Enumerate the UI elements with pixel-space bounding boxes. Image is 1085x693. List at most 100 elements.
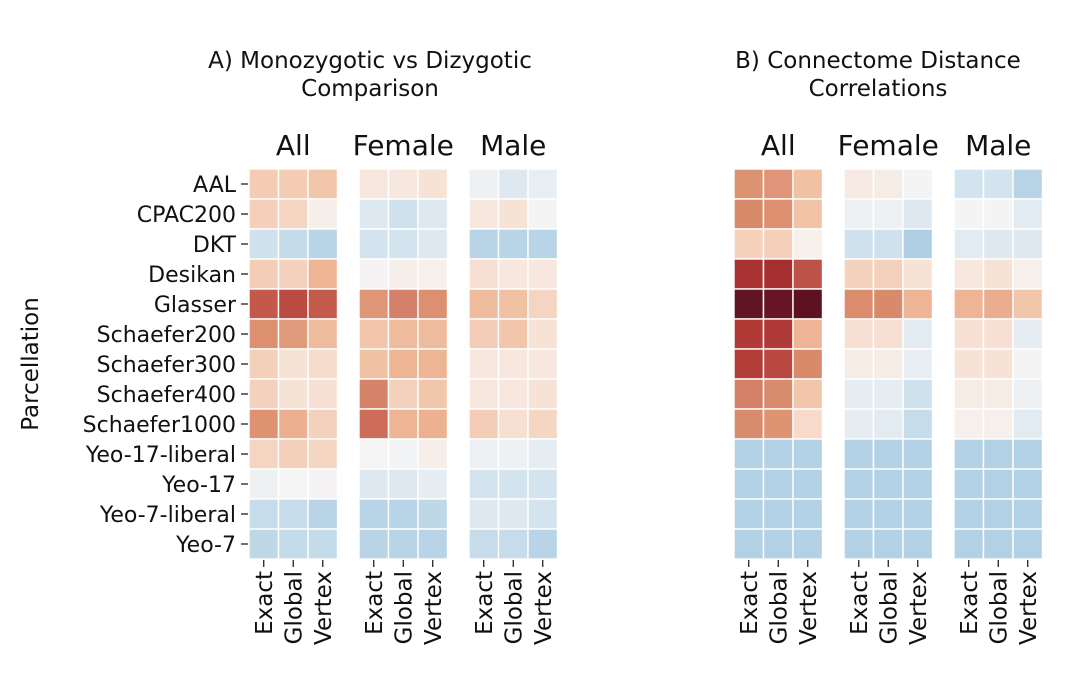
heatmap-cell — [733, 438, 765, 470]
heatmap-cell — [527, 228, 559, 260]
heatmap-cell — [417, 258, 449, 290]
heatmap-cell — [792, 228, 824, 260]
heatmap-cell — [468, 168, 500, 200]
heatmap-cell — [902, 408, 934, 440]
heatmap-cell — [762, 198, 794, 230]
heatmap-cell — [358, 468, 390, 500]
heatmap-cell — [982, 438, 1014, 470]
heatmap-cell — [527, 348, 559, 380]
panel-b-heatmaps: B) Connectome Distance Correlations All Exa… — [733, 48, 1044, 645]
x-tick-label-global: Global — [501, 571, 527, 644]
heatmap-cell — [248, 258, 280, 290]
heatmap-cell — [387, 288, 419, 320]
heatmap-cell — [792, 168, 824, 200]
heatmap-cell — [792, 318, 824, 350]
y-tick-label-yeo-17: Yeo-17 — [161, 473, 236, 498]
group-label-female: Female — [353, 129, 454, 162]
heatmap-cell — [953, 408, 985, 440]
heatmap-cell — [1012, 288, 1044, 320]
group-label-male: Male — [480, 129, 546, 162]
heatmap-cell — [762, 408, 794, 440]
heatmap-cell — [792, 258, 824, 290]
heatmap-cell — [733, 288, 765, 320]
chart-title-line: Comparison — [301, 76, 439, 102]
y-tick-label-cpac200: CPAC200 — [137, 203, 236, 228]
heatmap-cell — [358, 378, 390, 410]
heatmap-cell — [872, 198, 904, 230]
heatmap-cell — [387, 198, 419, 230]
x-tick-label-vertex: Vertex — [796, 571, 822, 645]
y-tick-label-yeo-7: Yeo-7 — [175, 533, 236, 558]
group-label-male: Male — [965, 129, 1031, 162]
heatmap-cell — [762, 378, 794, 410]
heatmap-cell — [982, 228, 1014, 260]
x-tick-label-exact: Exact — [362, 571, 388, 635]
heatmap-cell — [953, 378, 985, 410]
x-tick-label-global: Global — [876, 571, 902, 644]
panel-a-heatmaps: A) Monozygotic vs Dizygotic Comparison All… — [18, 48, 559, 645]
heatmap-cell — [733, 258, 765, 290]
group-label-female: Female — [838, 129, 939, 162]
heatmap-cell — [358, 228, 390, 260]
heatmap-cell — [497, 408, 529, 440]
heatmap-cell — [307, 168, 339, 200]
heatmap-cell — [1012, 498, 1044, 530]
heatmap-cell — [358, 528, 390, 560]
heatmap-cell — [497, 348, 529, 380]
heatmap-cell — [843, 288, 875, 320]
heatmap-cell — [982, 468, 1014, 500]
heatmap-cell — [468, 318, 500, 350]
heatmap-cell — [792, 438, 824, 470]
heatmap-cell — [277, 498, 309, 530]
heatmap-cell — [248, 288, 280, 320]
heatmap-cell — [277, 348, 309, 380]
heatmap-cell — [248, 498, 280, 530]
heatmap-cell — [307, 468, 339, 500]
heatmap-cell — [843, 378, 875, 410]
heatmap-cell — [248, 528, 280, 560]
heatmap-cell — [497, 378, 529, 410]
heatmap-cell — [248, 348, 280, 380]
y-tick-label-schaefer300: Schaefer300 — [97, 353, 236, 378]
heatmap-cell — [1012, 378, 1044, 410]
x-tick-label-global: Global — [281, 571, 307, 644]
heatmap-cell — [843, 408, 875, 440]
heatmap-cell — [468, 378, 500, 410]
heatmap-cell — [468, 228, 500, 260]
heatmap-cell — [497, 468, 529, 500]
heatmap-cell — [527, 468, 559, 500]
heatmap-cell — [792, 528, 824, 560]
heatmap-cell — [248, 468, 280, 500]
heatmap-cell — [843, 168, 875, 200]
heatmap-cell — [248, 168, 280, 200]
chart-title-line: B) Connectome Distance — [735, 48, 1021, 74]
heatmap-cell — [527, 318, 559, 350]
x-tick-label-vertex: Vertex — [531, 571, 557, 645]
heatmap-cell — [762, 528, 794, 560]
x-tick-label-vertex: Vertex — [906, 571, 932, 645]
heatmap-cell — [468, 258, 500, 290]
heatmap-cell — [953, 498, 985, 530]
heatmap-cell — [277, 288, 309, 320]
y-tick-label-schaefer400: Schaefer400 — [97, 383, 236, 408]
heatmap-cell — [733, 498, 765, 530]
heatmap-cell — [307, 288, 339, 320]
chart-title: B) Connectome Distance Correlations — [735, 48, 1021, 102]
heatmap-cell — [843, 258, 875, 290]
heatmap-cell — [307, 228, 339, 260]
heatmap-cell — [387, 438, 419, 470]
heatmap-cell — [1012, 348, 1044, 380]
heatmap-cell — [248, 318, 280, 350]
heatmap-cell — [527, 198, 559, 230]
heatmap-cell — [497, 438, 529, 470]
heatmap-cell — [527, 288, 559, 320]
heatmap-cell — [497, 288, 529, 320]
heatmap-cell — [872, 228, 904, 260]
y-tick-label-desikan: Desikan — [148, 263, 236, 288]
heatmap-cell — [277, 438, 309, 470]
heatmap-cell — [358, 288, 390, 320]
heatmap-cell — [277, 228, 309, 260]
heatmap-cell — [387, 258, 419, 290]
heatmap-cell — [982, 318, 1014, 350]
heatmap-cell — [872, 288, 904, 320]
